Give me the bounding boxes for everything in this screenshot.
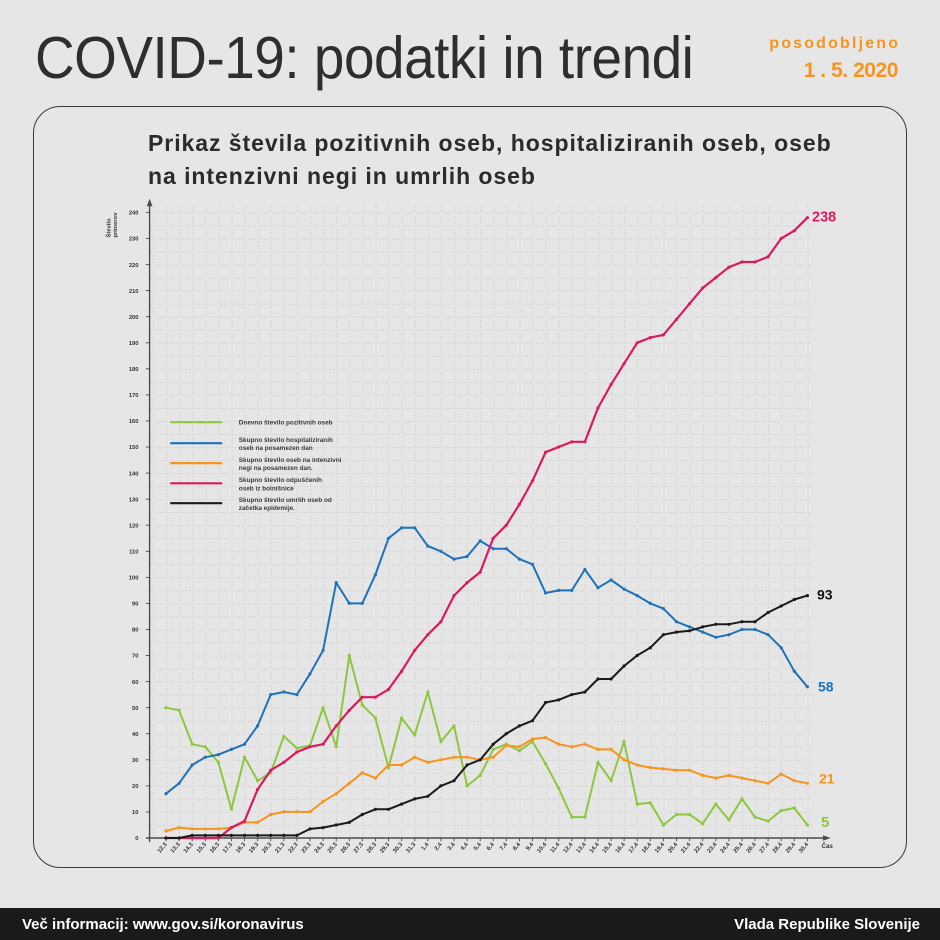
svg-text:21: 21 — [819, 771, 835, 787]
svg-text:240: 240 — [129, 211, 139, 217]
svg-text:21.3: 21.3 — [275, 841, 287, 854]
svg-text:17.3: 17.3 — [222, 841, 234, 854]
svg-text:210: 210 — [129, 289, 139, 295]
svg-text:29.4: 29.4 — [785, 841, 797, 854]
svg-text:23.4: 23.4 — [707, 841, 719, 854]
svg-text:22.4: 22.4 — [693, 841, 705, 854]
svg-text:3.4: 3.4 — [447, 841, 457, 852]
svg-text:Številoprimerov: Številoprimerov — [105, 212, 119, 238]
svg-text:4.4: 4.4 — [460, 841, 470, 852]
svg-text:200: 200 — [129, 315, 139, 321]
svg-text:180: 180 — [129, 367, 139, 373]
svg-text:30.4: 30.4 — [798, 841, 810, 854]
svg-text:24.3: 24.3 — [314, 841, 326, 854]
svg-text:11.4: 11.4 — [550, 841, 562, 854]
svg-text:27.3: 27.3 — [353, 841, 365, 854]
svg-text:27.4: 27.4 — [759, 841, 771, 854]
svg-text:6.4: 6.4 — [486, 841, 496, 852]
svg-text:26.4: 26.4 — [746, 841, 758, 854]
svg-text:93: 93 — [817, 587, 833, 603]
svg-text:40: 40 — [132, 732, 138, 738]
svg-text:15.4: 15.4 — [602, 841, 614, 854]
svg-text:80: 80 — [132, 628, 138, 634]
svg-text:70: 70 — [132, 654, 138, 660]
svg-text:170: 170 — [129, 393, 139, 399]
svg-text:28.4: 28.4 — [772, 841, 784, 854]
svg-text:14.4: 14.4 — [589, 841, 601, 854]
svg-text:0: 0 — [135, 836, 138, 842]
svg-text:5.4: 5.4 — [473, 841, 483, 852]
svg-text:7.4: 7.4 — [499, 841, 509, 852]
svg-text:20.3: 20.3 — [261, 841, 273, 854]
svg-text:16.4: 16.4 — [615, 841, 627, 854]
svg-text:10: 10 — [132, 810, 138, 816]
svg-text:17.4: 17.4 — [628, 841, 640, 854]
svg-text:160: 160 — [129, 419, 139, 425]
svg-text:19.4: 19.4 — [654, 841, 666, 854]
svg-text:220: 220 — [129, 263, 139, 269]
svg-text:28.3: 28.3 — [366, 841, 378, 854]
svg-text:25.3: 25.3 — [327, 841, 339, 854]
svg-text:50: 50 — [132, 706, 138, 712]
svg-text:25.4: 25.4 — [733, 841, 745, 854]
svg-text:29.3: 29.3 — [379, 841, 391, 854]
svg-text:31.3: 31.3 — [405, 841, 417, 854]
svg-text:18.3: 18.3 — [235, 841, 247, 854]
svg-text:Čas: Čas — [822, 843, 834, 850]
svg-text:2.4: 2.4 — [434, 841, 444, 852]
svg-text:120: 120 — [129, 523, 139, 529]
svg-text:13.4: 13.4 — [576, 841, 588, 854]
svg-text:Skupno število hospitalizirani: Skupno število hospitaliziranih oseb na p… — [239, 437, 333, 452]
svg-text:140: 140 — [129, 471, 139, 477]
svg-text:26.3: 26.3 — [340, 841, 352, 854]
svg-text:13.3: 13.3 — [170, 841, 182, 854]
svg-text:Dnevno število pozitivnih oseb: Dnevno število pozitivnih oseb — [239, 419, 333, 426]
svg-text:5: 5 — [821, 814, 829, 831]
svg-text:110: 110 — [129, 550, 138, 556]
svg-text:21.4: 21.4 — [680, 841, 692, 854]
svg-text:8.4: 8.4 — [512, 841, 522, 852]
svg-text:12.3: 12.3 — [157, 841, 169, 854]
svg-text:190: 190 — [129, 341, 139, 347]
svg-text:20.4: 20.4 — [667, 841, 679, 854]
svg-text:10.4: 10.4 — [536, 841, 548, 854]
svg-text:238: 238 — [812, 210, 836, 226]
svg-text:230: 230 — [129, 237, 139, 243]
svg-text:30: 30 — [132, 758, 138, 764]
svg-text:58: 58 — [818, 679, 834, 695]
svg-text:24.4: 24.4 — [720, 841, 732, 854]
svg-text:20: 20 — [132, 784, 138, 790]
svg-text:90: 90 — [132, 602, 138, 608]
svg-text:16.3: 16.3 — [209, 841, 221, 854]
svg-text:100: 100 — [129, 576, 139, 582]
svg-text:22.3: 22.3 — [288, 841, 300, 854]
svg-text:1.4: 1.4 — [421, 841, 431, 852]
svg-text:130: 130 — [129, 497, 139, 503]
svg-text:18.4: 18.4 — [641, 841, 653, 854]
svg-text:30.3: 30.3 — [392, 841, 404, 854]
svg-text:23.3: 23.3 — [301, 841, 313, 854]
svg-text:12.4: 12.4 — [563, 841, 575, 854]
svg-text:19.3: 19.3 — [248, 841, 260, 854]
svg-text:15.3: 15.3 — [196, 841, 208, 854]
svg-text:14.3: 14.3 — [183, 841, 195, 854]
svg-text:150: 150 — [129, 445, 139, 451]
svg-text:60: 60 — [132, 680, 138, 686]
svg-text:9.4: 9.4 — [525, 841, 535, 852]
